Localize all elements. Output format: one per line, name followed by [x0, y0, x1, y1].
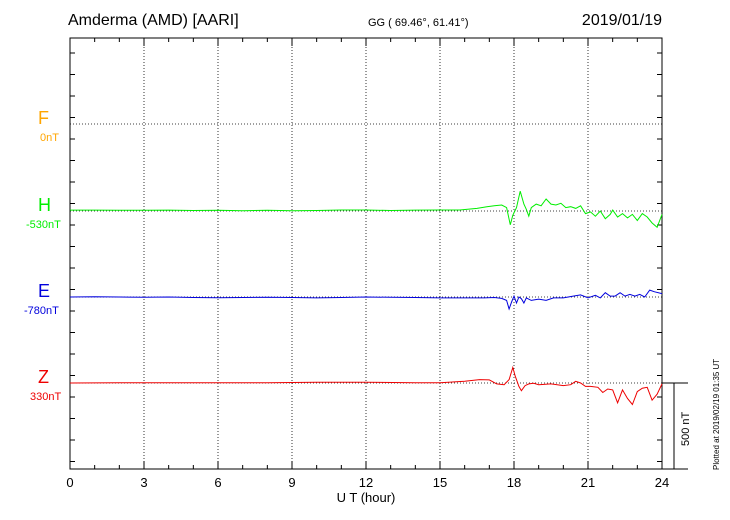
channel-label-h: H — [38, 195, 51, 215]
channel-label-z: Z — [38, 367, 49, 387]
x-tick-label: 21 — [581, 475, 595, 490]
x-tick-label: 3 — [140, 475, 147, 490]
station-title: Amderma (AMD) [AARI] — [68, 12, 239, 29]
x-tick-label: 18 — [507, 475, 521, 490]
x-tick-label: 6 — [214, 475, 221, 490]
channel-baseline-e: -780nT — [24, 305, 59, 317]
x-tick-label: 9 — [288, 475, 295, 490]
channel-baseline-h: -530nT — [26, 219, 61, 231]
x-axis-label: U T (hour) — [337, 490, 396, 505]
channel-baseline-z: 330nT — [30, 391, 62, 403]
series-line-h — [70, 191, 663, 229]
scale-bar-label: 500 nT — [680, 411, 692, 446]
plotted-timestamp: Plotted at 2019/02/19 01:35 UT — [712, 358, 721, 470]
x-tick-label: 24 — [655, 475, 669, 490]
geographic-coords: GG ( 69.46°, 61.41°) — [368, 17, 469, 29]
channel-label-f: F — [38, 108, 49, 128]
x-tick-label: 15 — [433, 475, 447, 490]
x-tick-label: 0 — [66, 475, 73, 490]
channel-label-e: E — [38, 281, 51, 301]
channel-baseline-f: 0nT — [40, 132, 59, 144]
series-line-e — [69, 289, 663, 311]
series-line-z — [69, 365, 663, 406]
plot-date: 2019/01/19 — [581, 12, 662, 29]
x-tick-label: 12 — [359, 475, 373, 490]
